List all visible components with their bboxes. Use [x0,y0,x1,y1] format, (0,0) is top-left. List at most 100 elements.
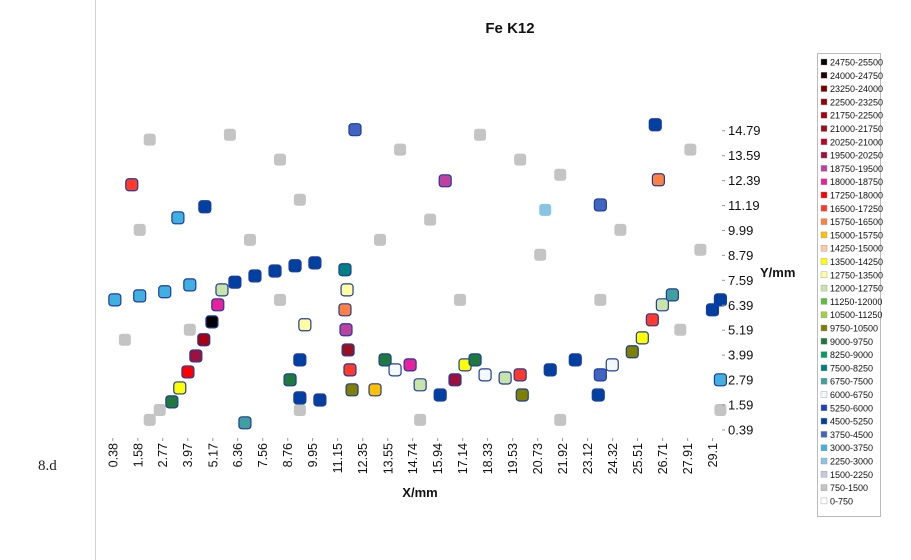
legend-swatch [820,364,828,372]
map-cell [684,143,697,156]
chart-title: Fe K12 [485,20,534,37]
map-cell [645,313,659,327]
map-cell [183,278,197,292]
map-cell [593,368,607,382]
legend-swatch [820,497,828,505]
y-tick-label: 14.79 [728,123,761,138]
map-cell [591,388,605,402]
map-cell [348,123,362,137]
map-cell [378,353,392,367]
map-cell [614,223,627,236]
map-cell [283,373,297,387]
x-tick-label: 17.14 [456,443,470,474]
map-cell [338,303,352,317]
map-cell [403,358,417,372]
map-cell [478,368,492,382]
legend-label: 3000-3750 [830,443,873,453]
map-cell [343,363,357,377]
legend-label: 21750-22500 [830,111,883,121]
legend-swatch [820,444,828,451]
map-cell [293,403,306,416]
map-cell [274,293,287,306]
legend-label: 18750-19500 [830,164,883,174]
x-tick-label: 5.17 [206,443,220,467]
legend-swatch [820,311,828,318]
legend-swatch [820,298,828,305]
legend-swatch [820,165,828,172]
map-cell [394,143,407,156]
map-cell [388,363,402,377]
map-cell [293,193,306,206]
map-cell [498,371,512,385]
map-cell [223,128,236,141]
map-cell [308,256,322,270]
legend-swatch [820,271,828,278]
map-cell [189,349,203,363]
legend-swatch [820,244,828,252]
map-cell [173,381,187,395]
map-cell [288,259,302,273]
map-cell [243,233,256,246]
y-tick-label: 7.59 [728,273,753,288]
legend-swatch [820,391,828,398]
map-cell [514,153,527,166]
legend-swatch [820,191,828,199]
legend-label: 8250-9000 [830,350,873,360]
map-cell [534,248,547,261]
y-tick-label: 12.39 [728,173,761,188]
map-cell [133,223,146,236]
legend-swatch [820,258,828,265]
map-cell [448,373,462,387]
map-cell [513,368,527,382]
x-axis-label: X/mm [402,485,437,500]
y-tick-label: 9.99 [728,223,753,238]
map-cell [268,264,282,278]
legend-label: 9750-10500 [830,324,878,334]
map-cell [424,213,437,226]
legend-swatch [820,471,828,478]
legend-swatch [820,284,828,292]
legend-label: 13500-14250 [830,257,883,267]
map-cell [205,315,219,329]
map-cell [143,413,156,426]
map-cells [108,118,728,430]
map-cell [211,298,225,312]
x-tick-label: 9.95 [306,443,320,467]
x-tick-label: 23.12 [581,443,595,474]
legend-swatch [820,457,828,465]
legend-label: 12000-12750 [830,284,883,294]
legend-label: 2250-3000 [830,457,873,467]
legend-swatch [820,151,828,159]
map-cell [153,403,166,416]
y-tick-label: 1.59 [728,397,753,412]
legend-label: 21000-21750 [830,124,883,134]
y-axis-label: Y/mm [760,265,795,280]
legend-label: 23250-24000 [830,84,883,94]
x-tick-label: 7.56 [256,443,270,467]
legend-label: 9000-9750 [830,337,873,347]
map-cell [674,323,687,336]
map-cell [438,174,452,188]
map-cell [554,413,567,426]
legend-swatch [820,111,828,119]
legend-label: 3750-4500 [830,430,873,440]
y-tick-label: 13.59 [728,148,761,163]
map-cell [158,285,172,299]
map-cell [515,388,529,402]
map-cell [339,323,353,337]
legend-label: 750-1500 [830,483,868,493]
y-tick-label: 5.19 [728,323,753,338]
map-cell [648,118,662,132]
map-cell [108,293,122,307]
map-cell [605,358,619,372]
map-cell [171,211,185,225]
legend-swatch [820,58,828,66]
map-cell [374,233,387,246]
map-cell [474,128,487,141]
legend-swatch [820,431,828,438]
legend-label: 11250-12000 [830,297,882,307]
legend-label: 24000-24750 [830,71,883,81]
y-tick-label: 11.19 [728,198,760,213]
map-cell [433,388,447,402]
